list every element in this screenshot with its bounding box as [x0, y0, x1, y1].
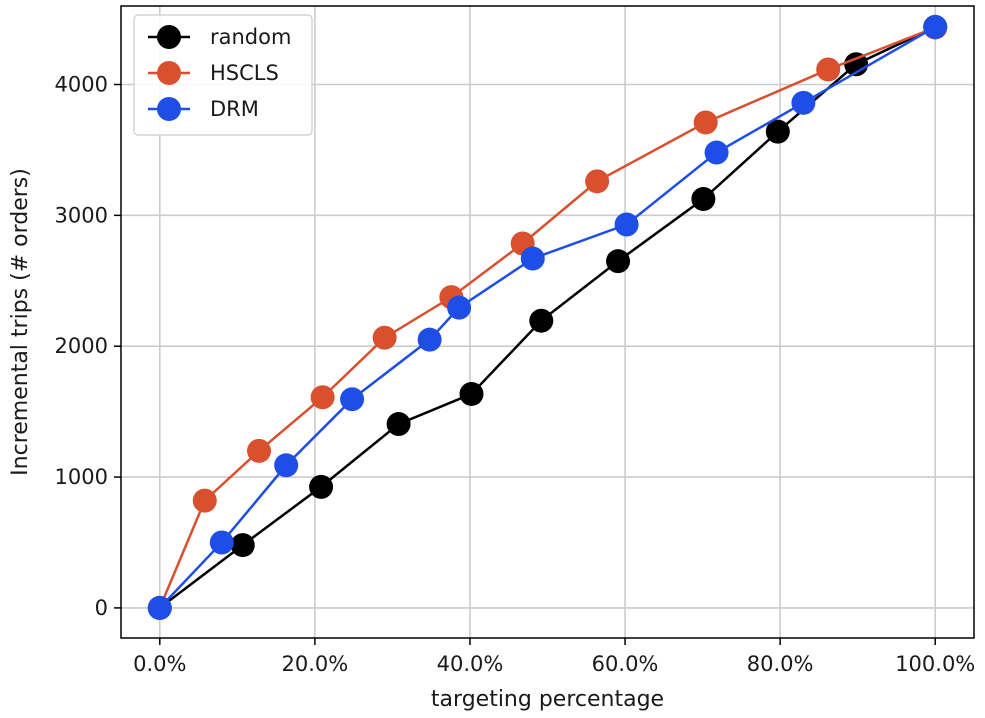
data-point — [691, 187, 716, 212]
data-point — [704, 140, 729, 165]
x-axis-title: targeting percentage — [431, 687, 664, 712]
y-tick-label: 1000 — [55, 465, 108, 489]
data-point — [520, 246, 545, 271]
axis-ticks: 0.0% 20.0% 40.0% 60.0% 80.0% 100.0% 0 1000 2000 3… — [55, 73, 976, 676]
data-point — [923, 14, 948, 39]
x-tick-label: 100.0% — [895, 652, 975, 676]
data-point — [192, 488, 217, 513]
legend-swatch-marker — [157, 97, 181, 121]
series-hscls — [147, 15, 948, 620]
data-point — [247, 438, 272, 463]
data-point — [816, 57, 841, 82]
legend-swatch-marker — [157, 25, 181, 49]
y-axis-title: Incremental trips (# orders) — [8, 168, 33, 476]
data-point — [606, 249, 631, 274]
legend-label: HSCLS — [210, 61, 279, 85]
data-point — [614, 212, 639, 237]
data-point — [459, 381, 484, 406]
data-point — [386, 412, 411, 437]
x-tick-label: 20.0% — [282, 652, 349, 676]
data-point — [372, 325, 397, 350]
data-point — [230, 533, 255, 558]
y-tick-label: 0 — [95, 596, 108, 620]
data-point — [309, 474, 334, 499]
series-drm — [147, 14, 948, 620]
x-tick-label: 0.0% — [133, 652, 186, 676]
data-point — [310, 385, 335, 410]
y-tick-label: 3000 — [55, 203, 108, 227]
legend-swatch-marker — [157, 61, 181, 85]
data-point — [147, 595, 172, 620]
legend: random HSCLS DRM — [133, 14, 313, 136]
legend-item-drm: DRM — [148, 97, 259, 121]
y-tick-label: 2000 — [55, 334, 108, 358]
legend-item-random: random — [148, 25, 291, 49]
data-point — [585, 169, 610, 194]
plot-area-frame — [120, 5, 975, 639]
data-point — [765, 119, 790, 144]
data-point — [340, 387, 365, 412]
data-point — [529, 308, 554, 333]
data-point — [447, 295, 472, 320]
data-point — [417, 327, 442, 352]
legend-label: random — [210, 25, 291, 49]
data-point — [274, 453, 299, 478]
data-point — [791, 90, 816, 115]
data-point — [693, 110, 718, 135]
x-tick-label: 60.0% — [592, 652, 659, 676]
plot-series — [147, 14, 948, 620]
x-tick-label: 80.0% — [747, 652, 814, 676]
x-tick-label: 40.0% — [437, 652, 504, 676]
legend-item-hscls: HSCLS — [148, 61, 279, 85]
legend-label: DRM — [210, 97, 259, 121]
y-tick-label: 4000 — [55, 73, 108, 97]
data-point — [209, 530, 234, 555]
